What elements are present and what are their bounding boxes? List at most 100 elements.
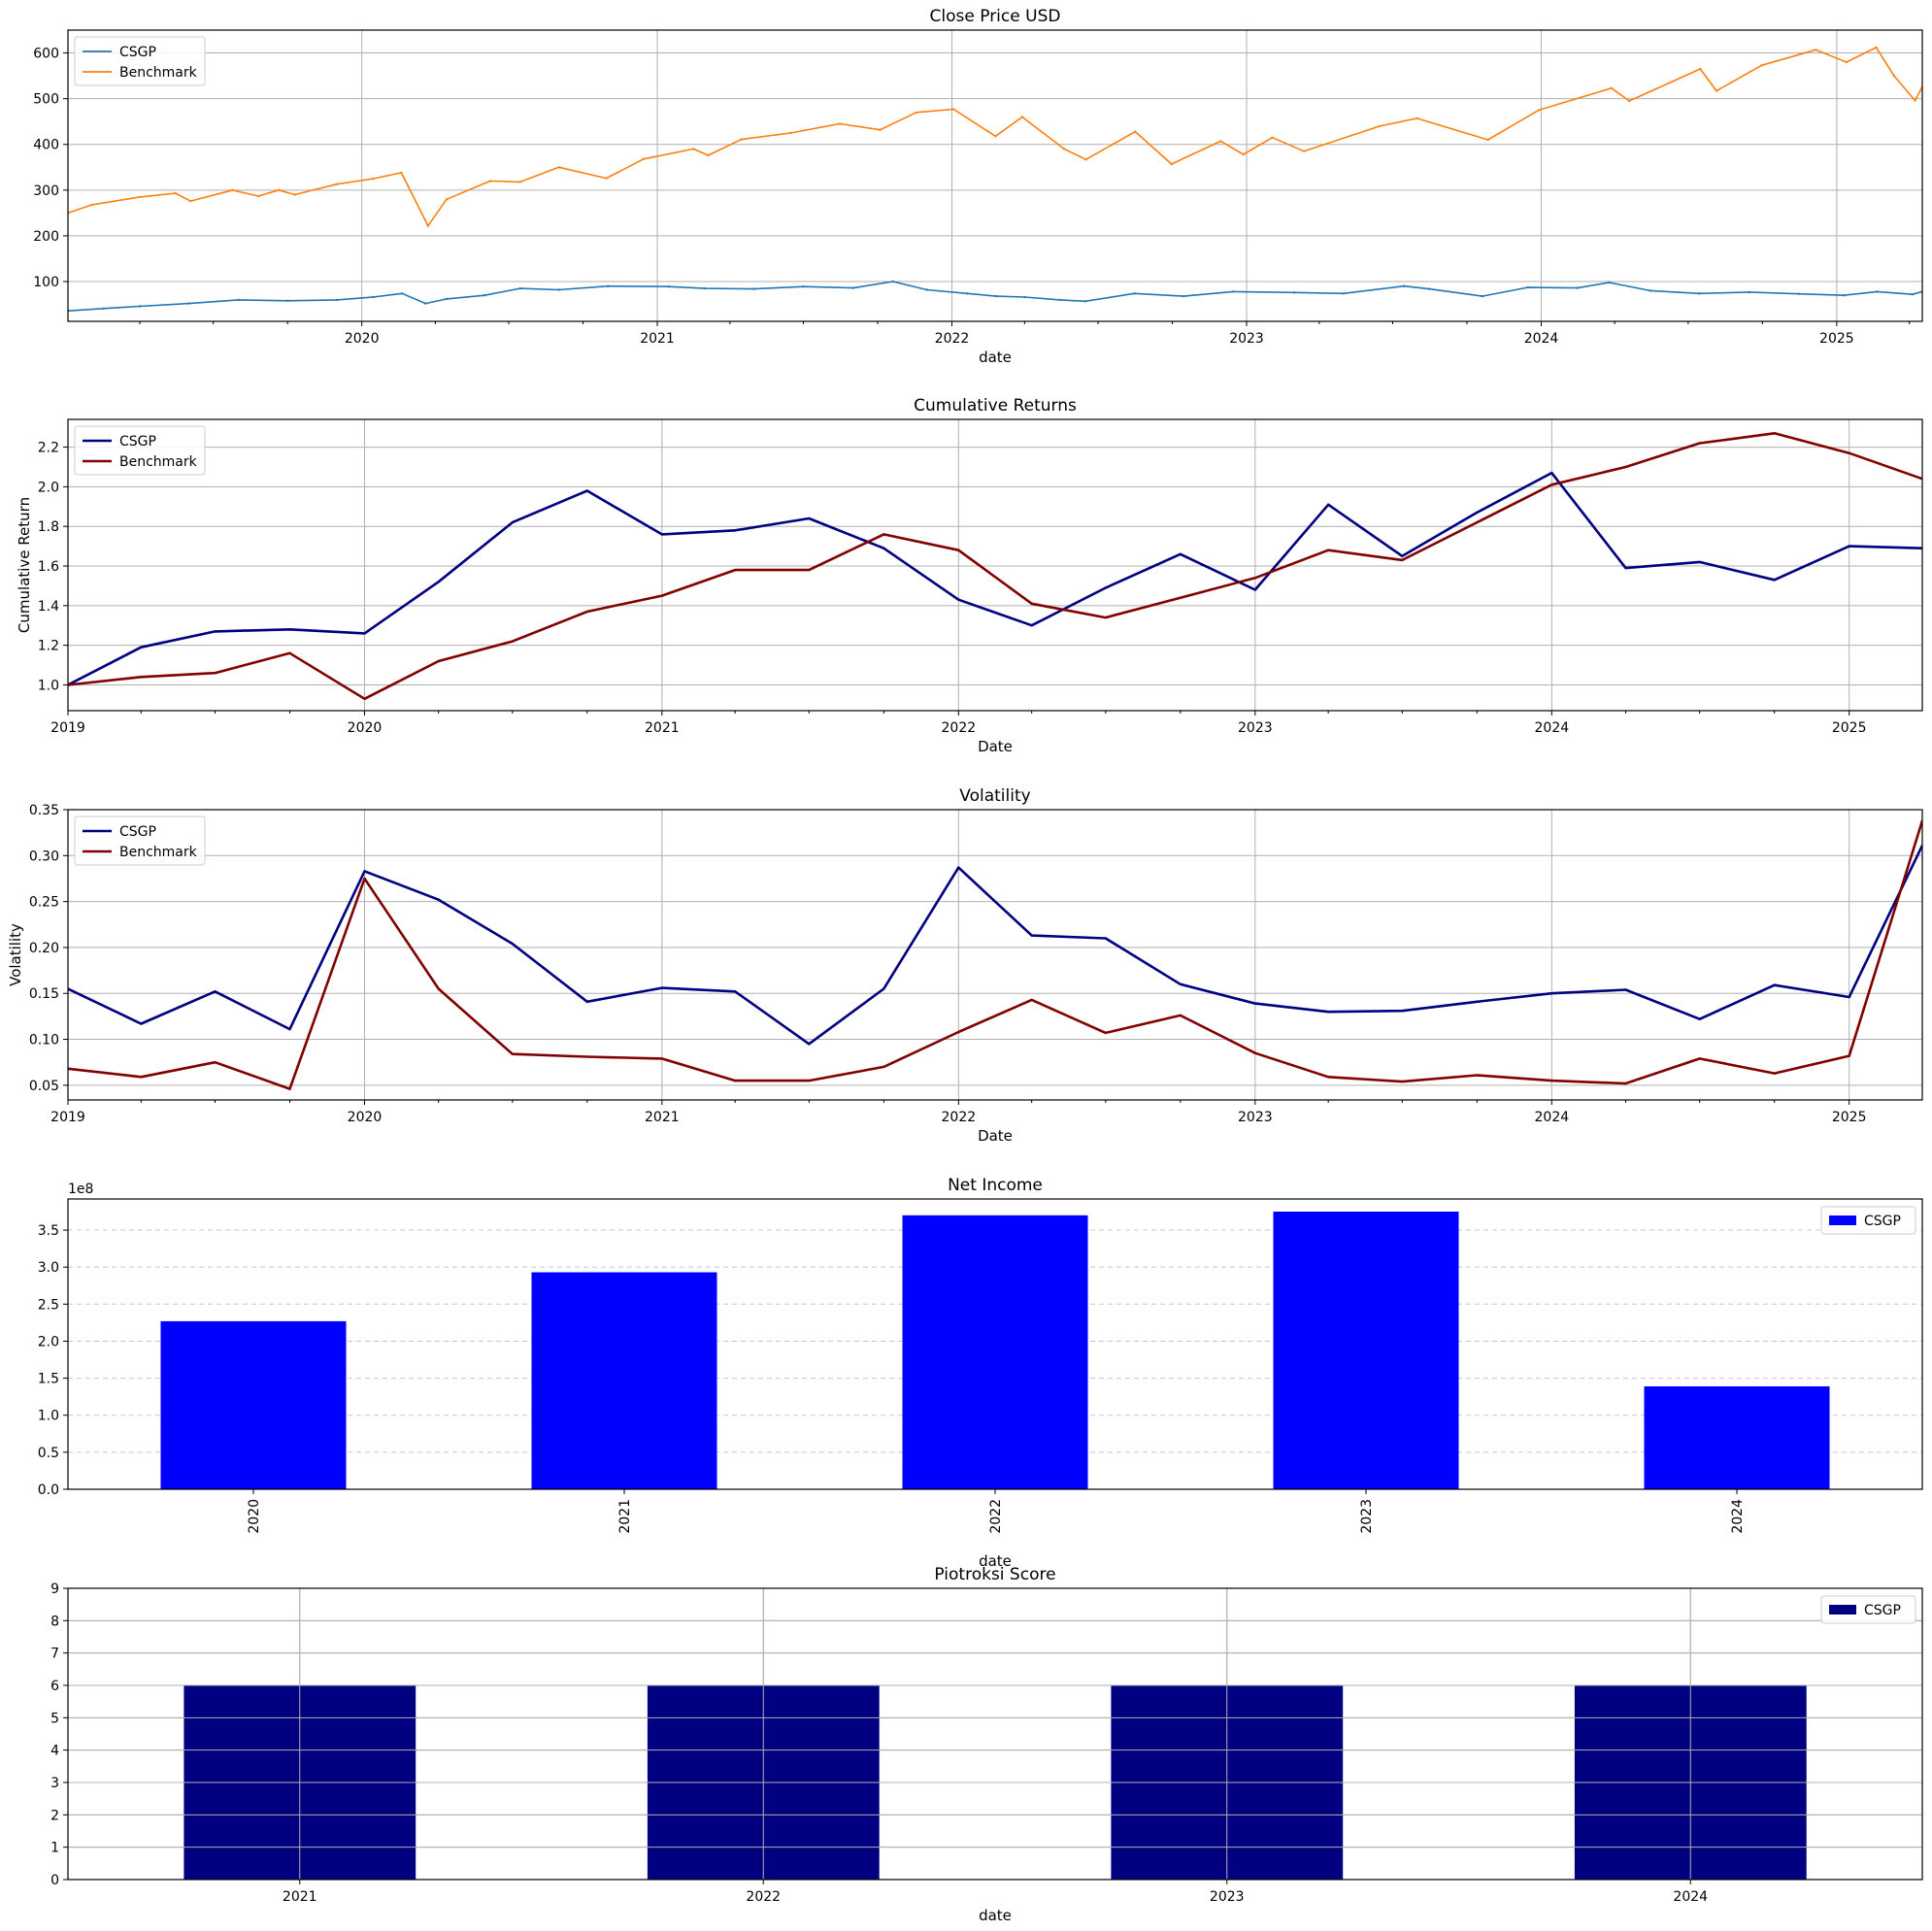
y-tick-label: 1.5	[38, 1372, 59, 1387]
data-point	[1624, 1082, 1627, 1085]
x-tick-label: 2023	[1238, 1110, 1273, 1125]
data-point	[667, 285, 670, 288]
csgp-points	[68, 471, 1922, 686]
data-point	[1104, 1031, 1108, 1035]
x-axis: 2019 2020 2021 2022 2023 2024 2025	[50, 711, 1866, 736]
legend-label: CSGP	[1864, 1214, 1901, 1229]
y-tick-label: 2	[50, 1808, 59, 1823]
data-point	[511, 520, 514, 524]
data-point	[692, 148, 695, 150]
data-point	[1379, 124, 1382, 128]
data-point	[288, 651, 291, 654]
data-point	[483, 294, 486, 297]
axes-frame	[67, 29, 1923, 322]
data-point	[1179, 982, 1183, 985]
data-point	[511, 1052, 514, 1055]
data-point	[925, 288, 928, 291]
bar-2022	[902, 1215, 1088, 1489]
data-point	[1327, 1011, 1330, 1014]
data-point	[585, 610, 588, 614]
data-point	[286, 299, 289, 302]
data-point	[1875, 46, 1878, 50]
chart-title: Piotroksi Score	[934, 1565, 1055, 1584]
y-tick-label: 0.25	[29, 895, 59, 911]
x-tick-label: 2025	[1832, 1110, 1867, 1125]
csgp-series-line	[68, 845, 1922, 1046]
legend-label: Benchmark	[119, 454, 198, 470]
x-tick-label: 2020	[348, 1110, 383, 1125]
data-point	[1624, 566, 1627, 570]
y-tick-label: 200	[33, 229, 59, 245]
data-point	[734, 568, 737, 572]
data-point	[808, 516, 811, 520]
y-tick-label: 2.0	[38, 1334, 59, 1349]
y-axis: 100 200 300 400 500 600	[33, 47, 68, 290]
data-point	[1253, 1051, 1257, 1054]
data-point	[1476, 511, 1479, 515]
data-point	[557, 288, 560, 291]
plot-area	[68, 819, 1922, 1090]
data-point	[703, 286, 707, 290]
data-point	[1242, 152, 1245, 156]
data-point	[1773, 579, 1776, 582]
data-point	[1253, 577, 1257, 580]
y-tick-label: 7	[50, 1647, 59, 1662]
y-tick-label: 6	[50, 1679, 59, 1694]
data-point	[372, 295, 375, 299]
y-tick-label: 1.0	[38, 678, 59, 693]
y-tick-label: 8	[50, 1614, 59, 1629]
chart-title: Net Income	[948, 1176, 1043, 1195]
chart-title: Close Price USD	[930, 7, 1061, 26]
data-point	[707, 153, 710, 157]
data-point	[1628, 99, 1631, 103]
y-axis-label: Volatility	[7, 923, 24, 986]
x-tick-label: 2021	[645, 1110, 680, 1125]
data-point	[1526, 285, 1529, 289]
x-tick-label: 2024	[1673, 1889, 1708, 1905]
data-point	[585, 1055, 588, 1058]
data-point	[335, 183, 339, 185]
y-axis: 0.05 0.10 0.15 0.20 0.25 0.30 0.35	[29, 803, 68, 1094]
csgp-points	[68, 280, 1922, 313]
legend-label: CSGP	[1864, 1603, 1901, 1618]
axes-frame	[67, 809, 1923, 1101]
y-tick-label: 0	[50, 1873, 59, 1888]
data-point	[838, 122, 842, 125]
data-point	[214, 1061, 217, 1064]
data-point	[1083, 300, 1086, 303]
data-point	[1084, 158, 1087, 161]
data-point	[1773, 983, 1776, 986]
axes-frame	[67, 1587, 1923, 1881]
y-tick-label: 0.0	[38, 1482, 59, 1498]
bar-2020	[160, 1320, 347, 1489]
data-point	[1608, 281, 1611, 284]
x-tick-label: 2022	[746, 1889, 781, 1905]
data-point	[488, 180, 492, 183]
data-point	[437, 659, 440, 663]
legend-swatch	[1829, 1215, 1856, 1225]
x-axis-label: date	[979, 1552, 1012, 1570]
y-tick-label: 3.0	[38, 1260, 59, 1276]
data-point	[1698, 1057, 1701, 1060]
data-point	[187, 302, 190, 305]
y-tick-label: 500	[33, 92, 59, 108]
data-point	[1845, 60, 1849, 64]
y-tick-label: 0.15	[29, 986, 59, 1002]
y-tick-label: 9	[50, 1581, 59, 1597]
data-point	[1327, 503, 1330, 506]
data-point	[660, 986, 663, 989]
data-point	[1401, 1080, 1404, 1083]
y-tick-label: 0.30	[29, 849, 59, 864]
legend-label: Benchmark	[119, 65, 198, 81]
data-point	[1624, 988, 1627, 991]
y-axis: 0.0 0.5 1.0 1.5 2.0 2.5 3.0 3.5	[38, 1223, 68, 1498]
data-point	[1271, 136, 1274, 139]
bar-2021	[531, 1272, 717, 1489]
plot-area	[68, 1588, 1922, 1880]
data-point	[1715, 89, 1718, 92]
y-tick-label: 1.4	[38, 599, 59, 615]
x-tick-label: 2020	[348, 720, 383, 736]
data-point	[808, 1079, 811, 1082]
legend: CSGP Benchmark	[74, 425, 206, 476]
data-point	[424, 302, 427, 305]
